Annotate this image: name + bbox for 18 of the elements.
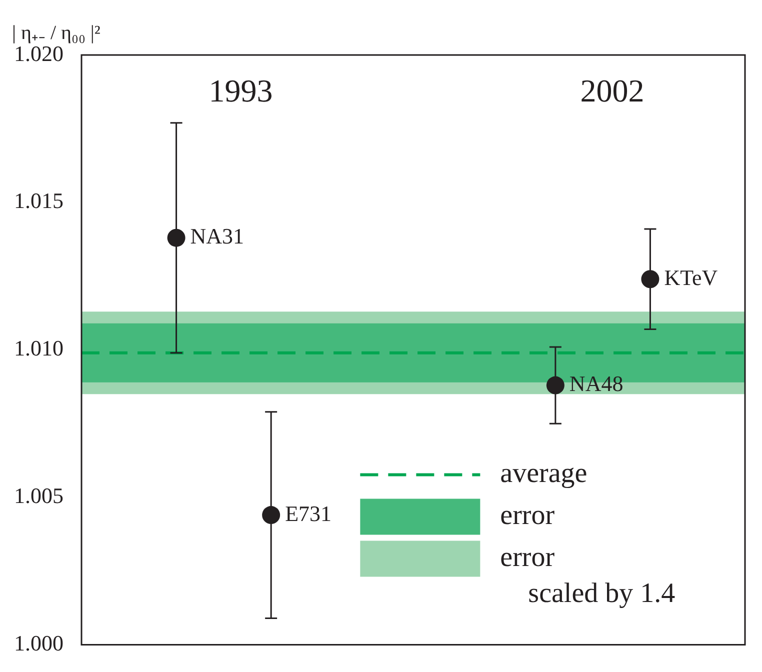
series-label: KTeV [664,264,718,290]
point [262,506,280,524]
y-tick-label: 1.005 [14,483,64,508]
legend-label: error [500,500,556,532]
y-tick-label: 1.015 [14,188,64,214]
legend-label: error scaled by 1.4 [500,542,676,610]
y-tick-label: 1.000 [14,630,64,656]
series-label: E731 [285,500,332,526]
annotation: 1993 [208,72,273,108]
point [641,270,660,288]
series-label: NA48 [569,371,624,396]
annotation: 2002 [580,72,644,108]
point [546,376,564,394]
legend-label: average [500,458,588,490]
point [167,228,186,247]
series-label: NA31 [190,224,244,249]
y-axis-title: | η₊₋ / η₀₀ |² [12,22,100,44]
y-tick-label: 1.010 [14,336,64,361]
